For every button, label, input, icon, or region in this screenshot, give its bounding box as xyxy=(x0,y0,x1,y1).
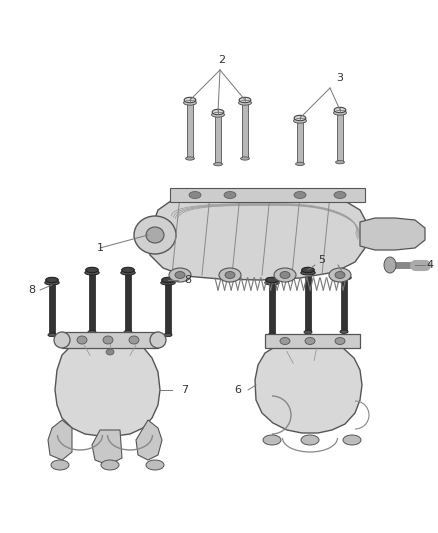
Ellipse shape xyxy=(169,268,191,282)
Ellipse shape xyxy=(219,268,241,282)
Text: 4: 4 xyxy=(427,260,434,270)
Ellipse shape xyxy=(129,336,139,344)
Ellipse shape xyxy=(329,268,351,282)
Ellipse shape xyxy=(335,337,345,344)
Bar xyxy=(62,332,158,348)
Ellipse shape xyxy=(305,337,315,344)
Ellipse shape xyxy=(162,277,174,282)
Text: 6: 6 xyxy=(234,385,241,395)
Bar xyxy=(242,103,248,158)
Text: 8: 8 xyxy=(28,285,35,295)
Text: 2: 2 xyxy=(219,55,226,65)
Ellipse shape xyxy=(224,191,236,198)
Ellipse shape xyxy=(214,163,223,166)
Bar xyxy=(305,273,311,332)
Ellipse shape xyxy=(146,460,164,470)
Ellipse shape xyxy=(164,333,172,337)
Polygon shape xyxy=(136,420,162,460)
Ellipse shape xyxy=(51,460,69,470)
Ellipse shape xyxy=(48,333,56,337)
Ellipse shape xyxy=(77,336,87,344)
Ellipse shape xyxy=(212,112,224,117)
Bar xyxy=(125,273,131,332)
Ellipse shape xyxy=(335,271,345,279)
Ellipse shape xyxy=(106,349,114,355)
Ellipse shape xyxy=(265,280,279,285)
Polygon shape xyxy=(360,218,425,250)
Ellipse shape xyxy=(301,270,315,275)
Bar xyxy=(297,120,303,164)
Ellipse shape xyxy=(334,191,346,198)
Ellipse shape xyxy=(239,100,251,105)
Bar xyxy=(337,112,343,162)
Ellipse shape xyxy=(88,330,96,334)
Bar xyxy=(341,278,347,332)
Ellipse shape xyxy=(150,332,166,348)
Ellipse shape xyxy=(304,330,312,334)
Ellipse shape xyxy=(240,157,249,160)
Polygon shape xyxy=(55,337,160,436)
Ellipse shape xyxy=(175,271,185,279)
Ellipse shape xyxy=(225,271,235,279)
Ellipse shape xyxy=(54,332,70,348)
Text: 7: 7 xyxy=(181,385,189,395)
Ellipse shape xyxy=(134,216,176,254)
Ellipse shape xyxy=(334,107,346,112)
Ellipse shape xyxy=(121,270,135,275)
Ellipse shape xyxy=(336,160,344,164)
Ellipse shape xyxy=(343,435,361,445)
Ellipse shape xyxy=(263,435,281,445)
Bar xyxy=(170,188,365,202)
Ellipse shape xyxy=(280,271,290,279)
Ellipse shape xyxy=(45,280,59,285)
Ellipse shape xyxy=(85,270,99,275)
Ellipse shape xyxy=(266,277,278,282)
Ellipse shape xyxy=(280,337,290,344)
Ellipse shape xyxy=(384,257,396,273)
Ellipse shape xyxy=(146,227,164,243)
Ellipse shape xyxy=(184,98,196,103)
Bar xyxy=(215,115,221,164)
Polygon shape xyxy=(92,430,122,465)
Ellipse shape xyxy=(274,268,296,282)
Bar xyxy=(269,282,275,335)
Text: 1: 1 xyxy=(96,243,103,253)
Ellipse shape xyxy=(293,118,307,123)
Text: 8: 8 xyxy=(184,275,191,285)
Text: 5: 5 xyxy=(318,255,325,265)
Ellipse shape xyxy=(294,115,306,120)
Ellipse shape xyxy=(46,277,58,282)
Polygon shape xyxy=(147,190,368,280)
Ellipse shape xyxy=(239,98,251,103)
Ellipse shape xyxy=(294,191,306,198)
Bar xyxy=(265,334,360,348)
Bar xyxy=(49,282,55,335)
Text: 3: 3 xyxy=(336,73,343,83)
Ellipse shape xyxy=(268,333,276,337)
Ellipse shape xyxy=(86,268,98,273)
Polygon shape xyxy=(48,420,72,460)
Ellipse shape xyxy=(184,100,196,105)
Bar xyxy=(165,282,171,335)
Ellipse shape xyxy=(338,272,350,278)
Bar xyxy=(89,273,95,332)
Ellipse shape xyxy=(302,268,314,273)
Ellipse shape xyxy=(337,276,351,280)
Bar xyxy=(187,103,193,158)
Ellipse shape xyxy=(122,268,134,273)
Ellipse shape xyxy=(186,157,194,160)
Ellipse shape xyxy=(101,460,119,470)
Ellipse shape xyxy=(334,110,346,115)
Ellipse shape xyxy=(212,109,224,115)
Ellipse shape xyxy=(340,330,348,334)
Ellipse shape xyxy=(124,330,132,334)
Ellipse shape xyxy=(301,435,319,445)
Ellipse shape xyxy=(189,191,201,198)
Polygon shape xyxy=(255,339,362,433)
Ellipse shape xyxy=(296,162,304,166)
Ellipse shape xyxy=(161,280,175,285)
Ellipse shape xyxy=(103,336,113,344)
